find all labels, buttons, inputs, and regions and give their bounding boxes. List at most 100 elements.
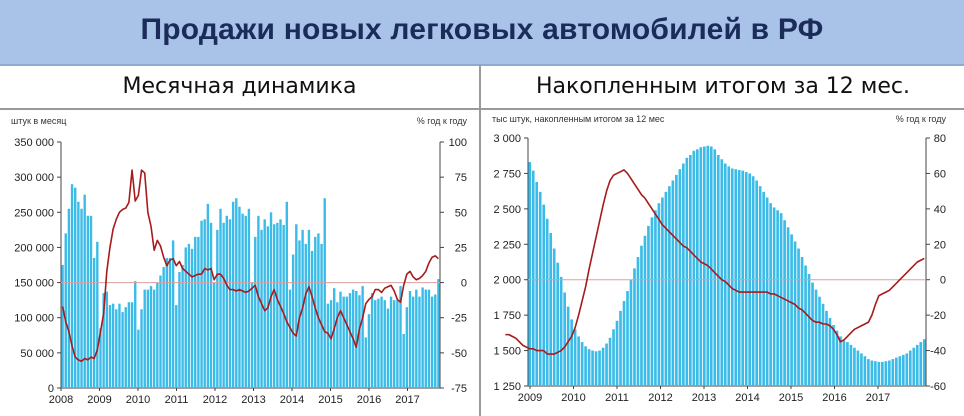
right-x-tick-label: 2009 (518, 392, 542, 404)
right-bar (702, 146, 706, 386)
left-bar (427, 289, 431, 388)
left-bar (314, 236, 317, 388)
left-bar (326, 303, 330, 388)
right-right-tick-label: -60 (930, 381, 946, 393)
right-bar (563, 292, 566, 386)
left-bar (162, 267, 165, 388)
right-bar (643, 235, 647, 386)
right-bar (734, 169, 738, 386)
left-bar (377, 298, 380, 388)
left-bar (92, 257, 96, 388)
panel-separator (479, 66, 481, 416)
left-panel-divider (0, 108, 479, 110)
left-x-tick-label: 2010 (126, 394, 150, 406)
left-yoy-line (61, 169, 439, 363)
left-bar (89, 215, 93, 388)
left-bar (260, 229, 263, 388)
right-bar (811, 282, 814, 386)
left-bar (168, 257, 172, 388)
right-bar (528, 162, 532, 386)
right-bar (661, 197, 664, 386)
left-right-unit-label: % год к году (417, 116, 468, 126)
right-bar (720, 159, 724, 386)
right-bar (668, 186, 671, 386)
left-x-tick-label: 2016 (357, 394, 381, 406)
left-bar (364, 337, 367, 388)
right-bar (650, 217, 654, 386)
right-left-tick-label: 1 500 (493, 346, 521, 358)
right-bar (877, 361, 881, 386)
right-left-tick-label: 2 000 (493, 275, 521, 287)
left-bar (70, 184, 74, 388)
right-right-tick-label: 20 (934, 239, 946, 251)
left-bar (418, 296, 421, 388)
right-bar (601, 347, 605, 386)
left-bar (408, 291, 412, 388)
right-left-tick-label: 3 000 (493, 133, 521, 145)
right-bar (901, 354, 905, 386)
left-left-tick-label: 250 000 (14, 207, 54, 219)
right-bar (772, 207, 776, 386)
left-bar (108, 305, 112, 388)
left-bar (64, 233, 67, 388)
left-bar (342, 296, 345, 388)
left-bar (219, 208, 222, 388)
right-right-tick-label: -20 (930, 310, 946, 322)
left-bar (307, 229, 311, 388)
right-panel-divider (481, 108, 964, 110)
left-bar (370, 293, 374, 388)
left-bar (415, 289, 418, 388)
left-bar (181, 265, 184, 388)
left-bar (99, 328, 102, 388)
left-right-tick-label: 50 (455, 207, 467, 219)
left-bar (190, 248, 194, 388)
left-x-tick-label: 2014 (280, 394, 304, 406)
left-bar (149, 286, 153, 388)
left-bar (269, 212, 273, 388)
left-bar (386, 308, 390, 388)
right-bar (751, 176, 755, 386)
right-bar (867, 359, 870, 386)
left-bar (310, 250, 314, 388)
left-bar (159, 275, 162, 388)
right-bar (825, 310, 828, 386)
right-bar (922, 339, 926, 386)
left-bar (411, 296, 415, 388)
left-x-tick-label: 2012 (203, 394, 227, 406)
left-bar (434, 294, 437, 388)
left-bar (421, 287, 424, 388)
left-bar (405, 307, 409, 388)
left-bar (216, 229, 219, 388)
right-bar (608, 337, 612, 386)
right-bar (640, 245, 643, 386)
left-bar (430, 296, 434, 388)
right-bar (908, 350, 912, 386)
left-left-tick-label: 100 000 (14, 313, 54, 325)
left-x-tick-label: 2008 (49, 394, 73, 406)
right-right-tick-label: -40 (930, 346, 946, 358)
left-bar (222, 222, 225, 388)
right-bar (755, 180, 758, 386)
right-bar (629, 279, 633, 386)
right-bar (535, 181, 539, 386)
right-bar (671, 180, 675, 386)
left-panel-title: Месячная динамика (122, 74, 357, 99)
right-bar (741, 170, 745, 386)
right-x-tick-label: 2011 (605, 392, 629, 404)
right-bar (678, 169, 682, 386)
right-bar (800, 257, 804, 386)
left-bar (276, 222, 279, 388)
left-bar (288, 289, 292, 388)
banner: Продажи новых легковых автомобилей в РФ (0, 0, 964, 66)
right-bar (783, 220, 786, 386)
left-bar (105, 291, 108, 388)
right-bar (881, 361, 884, 386)
right-x-tick-label: 2012 (648, 392, 672, 404)
right-right-tick-label: 0 (940, 275, 946, 287)
right-right-unit-label: % год к году (896, 114, 947, 124)
left-bar (152, 289, 156, 388)
left-bar (380, 296, 383, 388)
left-bar (272, 224, 276, 388)
right-bar (657, 203, 661, 386)
right-bar (594, 351, 598, 386)
